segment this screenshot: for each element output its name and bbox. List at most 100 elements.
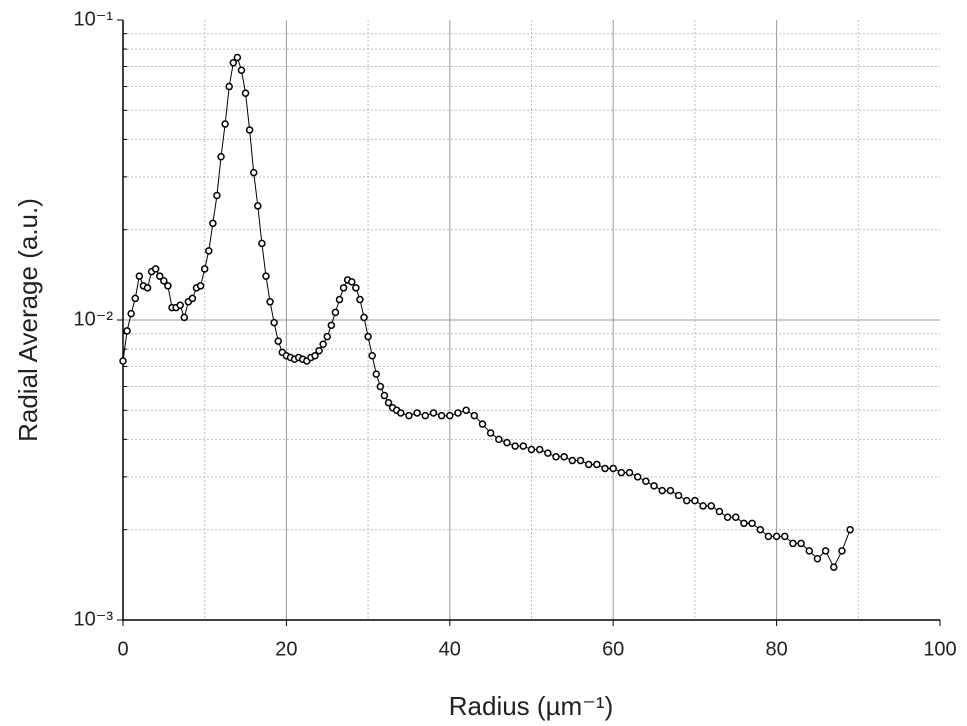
data-point bbox=[160, 277, 168, 285]
data-point bbox=[311, 352, 319, 360]
data-point bbox=[405, 411, 413, 420]
data-point bbox=[180, 313, 189, 322]
data-point bbox=[625, 468, 634, 477]
data-point bbox=[127, 309, 135, 318]
data-point bbox=[478, 420, 487, 428]
data-point bbox=[830, 563, 838, 571]
data-point bbox=[421, 411, 430, 420]
data-point bbox=[123, 327, 131, 335]
data-point bbox=[437, 411, 446, 420]
data-point bbox=[119, 357, 127, 365]
data-point bbox=[200, 265, 209, 273]
data-point bbox=[797, 539, 805, 548]
data-point bbox=[584, 460, 593, 469]
data-point bbox=[609, 464, 617, 473]
x-tick-label: 60 bbox=[602, 638, 624, 660]
x-tick-label: 0 bbox=[117, 638, 128, 660]
data-point bbox=[241, 89, 250, 97]
data-point bbox=[331, 308, 340, 317]
data-point bbox=[552, 453, 560, 461]
data-point bbox=[360, 313, 368, 322]
data-point bbox=[674, 491, 683, 500]
data-point bbox=[364, 332, 372, 341]
data-point bbox=[617, 468, 626, 477]
data-point bbox=[176, 301, 184, 309]
data-point bbox=[143, 284, 152, 292]
data-point bbox=[205, 247, 213, 255]
data-point bbox=[319, 340, 327, 349]
data-point bbox=[262, 272, 270, 280]
data-point bbox=[315, 346, 323, 355]
data-point bbox=[764, 532, 773, 541]
data-point bbox=[544, 449, 552, 457]
data-point bbox=[151, 265, 160, 273]
y-tick-label: 10⁻³ bbox=[74, 608, 114, 630]
data-point bbox=[348, 278, 356, 286]
x-tick-label: 20 bbox=[275, 638, 297, 660]
data-point bbox=[821, 547, 830, 555]
data-point bbox=[715, 507, 724, 516]
data-point bbox=[217, 153, 225, 161]
data-point bbox=[413, 409, 421, 417]
data-point bbox=[135, 272, 144, 280]
data-point bbox=[789, 539, 797, 548]
data-point bbox=[846, 525, 854, 534]
data-point bbox=[503, 438, 511, 447]
data-point bbox=[323, 332, 331, 341]
data-point bbox=[707, 502, 715, 510]
data-point bbox=[209, 219, 217, 228]
data-point bbox=[666, 486, 675, 495]
data-point bbox=[732, 513, 740, 522]
data-point bbox=[454, 409, 462, 417]
data-point bbox=[249, 168, 258, 177]
data-point bbox=[352, 284, 360, 292]
data-point bbox=[258, 239, 266, 248]
data-point bbox=[527, 445, 536, 454]
data-point bbox=[740, 519, 748, 528]
data-point bbox=[601, 464, 609, 473]
data-point bbox=[511, 442, 519, 450]
data-point bbox=[519, 442, 528, 450]
data-point bbox=[691, 496, 699, 505]
data-point bbox=[164, 282, 172, 290]
data-point bbox=[335, 295, 344, 304]
data-point bbox=[266, 298, 274, 306]
data-point bbox=[699, 502, 707, 510]
data-point bbox=[429, 409, 438, 417]
data-point bbox=[356, 295, 364, 304]
data-point bbox=[805, 547, 814, 555]
x-tick-label: 100 bbox=[923, 638, 956, 660]
data-point bbox=[274, 337, 282, 345]
data-point bbox=[213, 191, 221, 200]
y-axis-title: Radial Average (a.u.) bbox=[13, 198, 43, 442]
data-point bbox=[339, 284, 348, 292]
data-point bbox=[633, 473, 642, 481]
data-point bbox=[196, 282, 205, 290]
x-axis-title: Radius (µm⁻¹) bbox=[449, 691, 614, 721]
x-tick-label: 40 bbox=[439, 638, 461, 660]
data-point bbox=[229, 59, 238, 67]
data-point bbox=[576, 456, 585, 465]
data-point bbox=[188, 294, 197, 303]
data-point bbox=[756, 525, 765, 534]
data-point bbox=[781, 532, 789, 541]
data-point bbox=[384, 398, 393, 407]
data-point bbox=[372, 370, 381, 378]
data-point bbox=[723, 513, 732, 522]
data-point bbox=[380, 391, 389, 400]
data-point bbox=[270, 318, 278, 327]
data-point bbox=[658, 486, 666, 495]
data-point bbox=[225, 82, 233, 91]
data-point bbox=[593, 460, 601, 469]
data-point bbox=[368, 352, 376, 360]
data-point bbox=[237, 66, 246, 74]
data-point bbox=[327, 321, 336, 330]
data-point bbox=[772, 532, 781, 541]
data-point bbox=[486, 429, 495, 437]
data-point bbox=[221, 120, 229, 128]
data-point bbox=[495, 435, 503, 444]
data-point bbox=[838, 547, 846, 555]
data-point bbox=[535, 445, 544, 454]
data-point bbox=[650, 482, 658, 490]
